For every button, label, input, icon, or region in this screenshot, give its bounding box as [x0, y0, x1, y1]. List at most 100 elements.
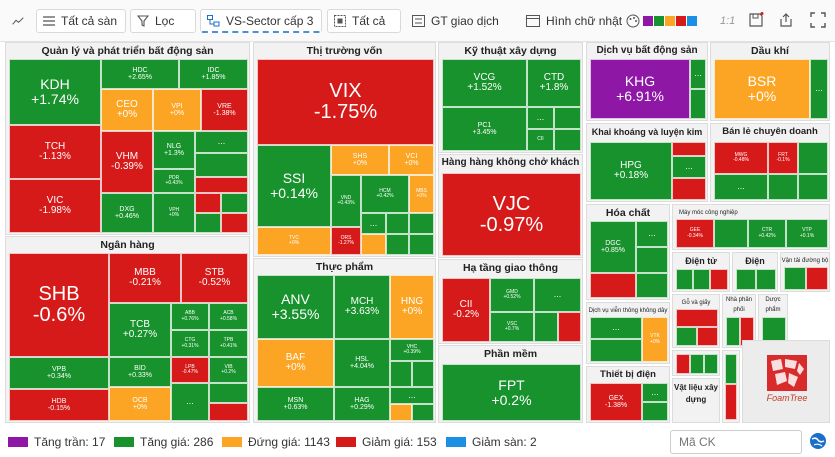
- small-tile[interactable]: [221, 193, 248, 213]
- small-tile[interactable]: [390, 361, 412, 387]
- stock-tile[interactable]: IDC +1.85%: [179, 59, 248, 89]
- small-tile[interactable]: [590, 273, 636, 298]
- small-tile[interactable]: [806, 267, 828, 290]
- small-tile[interactable]: [636, 247, 668, 273]
- stock-tile[interactable]: VTK +0%: [642, 317, 668, 362]
- small-tile[interactable]: [390, 404, 412, 421]
- stock-tile[interactable]: TCB +0.27%: [109, 303, 171, 357]
- stock-tile[interactable]: OCB +0%: [109, 387, 171, 421]
- stock-tile[interactable]: SSI +0.14%: [257, 145, 331, 227]
- stock-tile[interactable]: TVC +0%: [257, 227, 331, 255]
- stock-tile[interactable]: TPB +0.41%: [209, 330, 248, 357]
- more-tile[interactable]: ...: [690, 59, 706, 89]
- filter-button[interactable]: Lọc: [130, 9, 196, 33]
- stock-tile[interactable]: TCH -1.13%: [9, 125, 101, 179]
- value-select[interactable]: GT giao dịch: [406, 9, 506, 33]
- stock-tile[interactable]: VRE -1.38%: [201, 89, 248, 131]
- small-tile[interactable]: [736, 269, 756, 290]
- more-tile[interactable]: ...: [636, 221, 668, 247]
- stock-tile[interactable]: BAF +0%: [257, 339, 334, 387]
- stock-tile[interactable]: DXG +0.46%: [101, 193, 153, 233]
- more-tile[interactable]: ...: [534, 278, 581, 312]
- small-tile[interactable]: [409, 234, 434, 255]
- stock-tile[interactable]: NLG +1.3%: [153, 131, 195, 169]
- small-tile[interactable]: [704, 354, 718, 374]
- small-tile[interactable]: [642, 402, 668, 421]
- more-tile[interactable]: ...: [590, 317, 642, 339]
- small-tile[interactable]: [554, 107, 581, 129]
- stock-tile[interactable]: MBS +0%: [409, 175, 434, 213]
- exchange-select[interactable]: Tất cả sàn: [36, 9, 126, 33]
- stock-tile[interactable]: HDC +2.65%: [101, 59, 179, 89]
- stock-tile[interactable]: VTP +0.1%: [786, 219, 828, 248]
- small-tile[interactable]: [676, 354, 690, 374]
- stock-tile[interactable]: ANV +3.55%: [257, 275, 334, 339]
- stock-tile[interactable]: VSC +0.7%: [490, 312, 534, 342]
- small-tile[interactable]: [558, 312, 581, 342]
- stock-tile[interactable]: GEE -0.34%: [676, 219, 714, 248]
- stock-tile[interactable]: SHB -0.6%: [9, 253, 109, 357]
- small-tile[interactable]: [725, 354, 737, 384]
- stock-tile[interactable]: FRT -0.1%: [768, 142, 798, 174]
- small-tile[interactable]: [412, 361, 434, 387]
- small-tile[interactable]: [697, 327, 718, 346]
- share-button[interactable]: [772, 9, 798, 33]
- globe-icon[interactable]: [808, 431, 828, 451]
- small-tile[interactable]: [714, 219, 748, 248]
- stock-tile[interactable]: HNG +0%: [390, 275, 434, 339]
- stock-tile[interactable]: VPH +0%: [153, 193, 195, 233]
- small-tile[interactable]: [361, 234, 386, 255]
- small-tile[interactable]: [195, 213, 221, 233]
- more-tile[interactable]: ...: [195, 131, 248, 153]
- stock-tile[interactable]: LPB -0.47%: [171, 357, 209, 383]
- stock-tile[interactable]: VJC -0.97%: [442, 173, 581, 256]
- stock-tile[interactable]: VHM -0.39%: [101, 131, 153, 193]
- stock-tile[interactable]: CTR +0.42%: [748, 219, 786, 248]
- small-tile[interactable]: [710, 269, 728, 290]
- small-tile[interactable]: [590, 339, 642, 362]
- more-tile[interactable]: ...: [642, 383, 668, 402]
- stock-tile[interactable]: CII -0.2%: [442, 278, 490, 342]
- stock-tile[interactable]: GEX -1.38%: [590, 383, 642, 421]
- small-tile[interactable]: [672, 178, 706, 200]
- stock-tile[interactable]: HPG +0.18%: [590, 142, 672, 200]
- stock-tile[interactable]: VIC -1.98%: [9, 179, 101, 233]
- small-tile[interactable]: [725, 384, 737, 420]
- stock-tile[interactable]: VCG +1.52%: [442, 59, 527, 107]
- small-tile[interactable]: [195, 177, 248, 193]
- more-tile[interactable]: ...: [527, 107, 554, 129]
- small-tile[interactable]: [690, 89, 706, 119]
- small-tile[interactable]: [412, 404, 434, 421]
- stock-tile[interactable]: MWG -0.48%: [714, 142, 768, 174]
- stock-tile[interactable]: STB -0.52%: [181, 253, 248, 303]
- ratio-toggle[interactable]: 1:1: [714, 9, 738, 33]
- stock-tile[interactable]: ABB +0.76%: [171, 303, 209, 330]
- small-tile[interactable]: [672, 142, 706, 156]
- small-tile[interactable]: [768, 174, 798, 200]
- small-tile[interactable]: [784, 267, 806, 290]
- small-tile[interactable]: [798, 142, 828, 174]
- stock-tile[interactable]: VIX -1.75%: [257, 59, 434, 145]
- palette-select[interactable]: [624, 9, 710, 33]
- more-tile[interactable]: ...: [361, 213, 386, 234]
- stock-tile[interactable]: FPT +0.2%: [442, 364, 581, 421]
- stock-tile[interactable]: KHG +6.91%: [590, 59, 690, 119]
- stock-tile[interactable]: BID +0.33%: [109, 357, 171, 387]
- small-tile[interactable]: [676, 309, 718, 327]
- small-tile[interactable]: [221, 213, 248, 233]
- stock-tile[interactable]: SHS +0%: [331, 145, 389, 175]
- stock-tile[interactable]: CEO +0%: [101, 89, 153, 131]
- small-tile[interactable]: [386, 234, 409, 255]
- stock-tile[interactable]: VND +0.43%: [331, 175, 361, 227]
- small-tile[interactable]: [534, 312, 558, 342]
- stock-tile[interactable]: CII: [527, 129, 554, 151]
- stock-tile[interactable]: PDR +0.43%: [153, 169, 195, 193]
- small-tile[interactable]: [726, 317, 740, 346]
- stock-tile[interactable]: ACB +0.58%: [209, 303, 248, 330]
- more-tile[interactable]: ...: [714, 174, 768, 200]
- stock-tile[interactable]: HDB -0.15%: [9, 389, 109, 421]
- stock-tile[interactable]: MCH +3.63%: [334, 275, 390, 339]
- stock-tile[interactable]: DGC +0.85%: [590, 221, 636, 273]
- small-tile[interactable]: [798, 174, 828, 200]
- save-button[interactable]: [742, 9, 768, 33]
